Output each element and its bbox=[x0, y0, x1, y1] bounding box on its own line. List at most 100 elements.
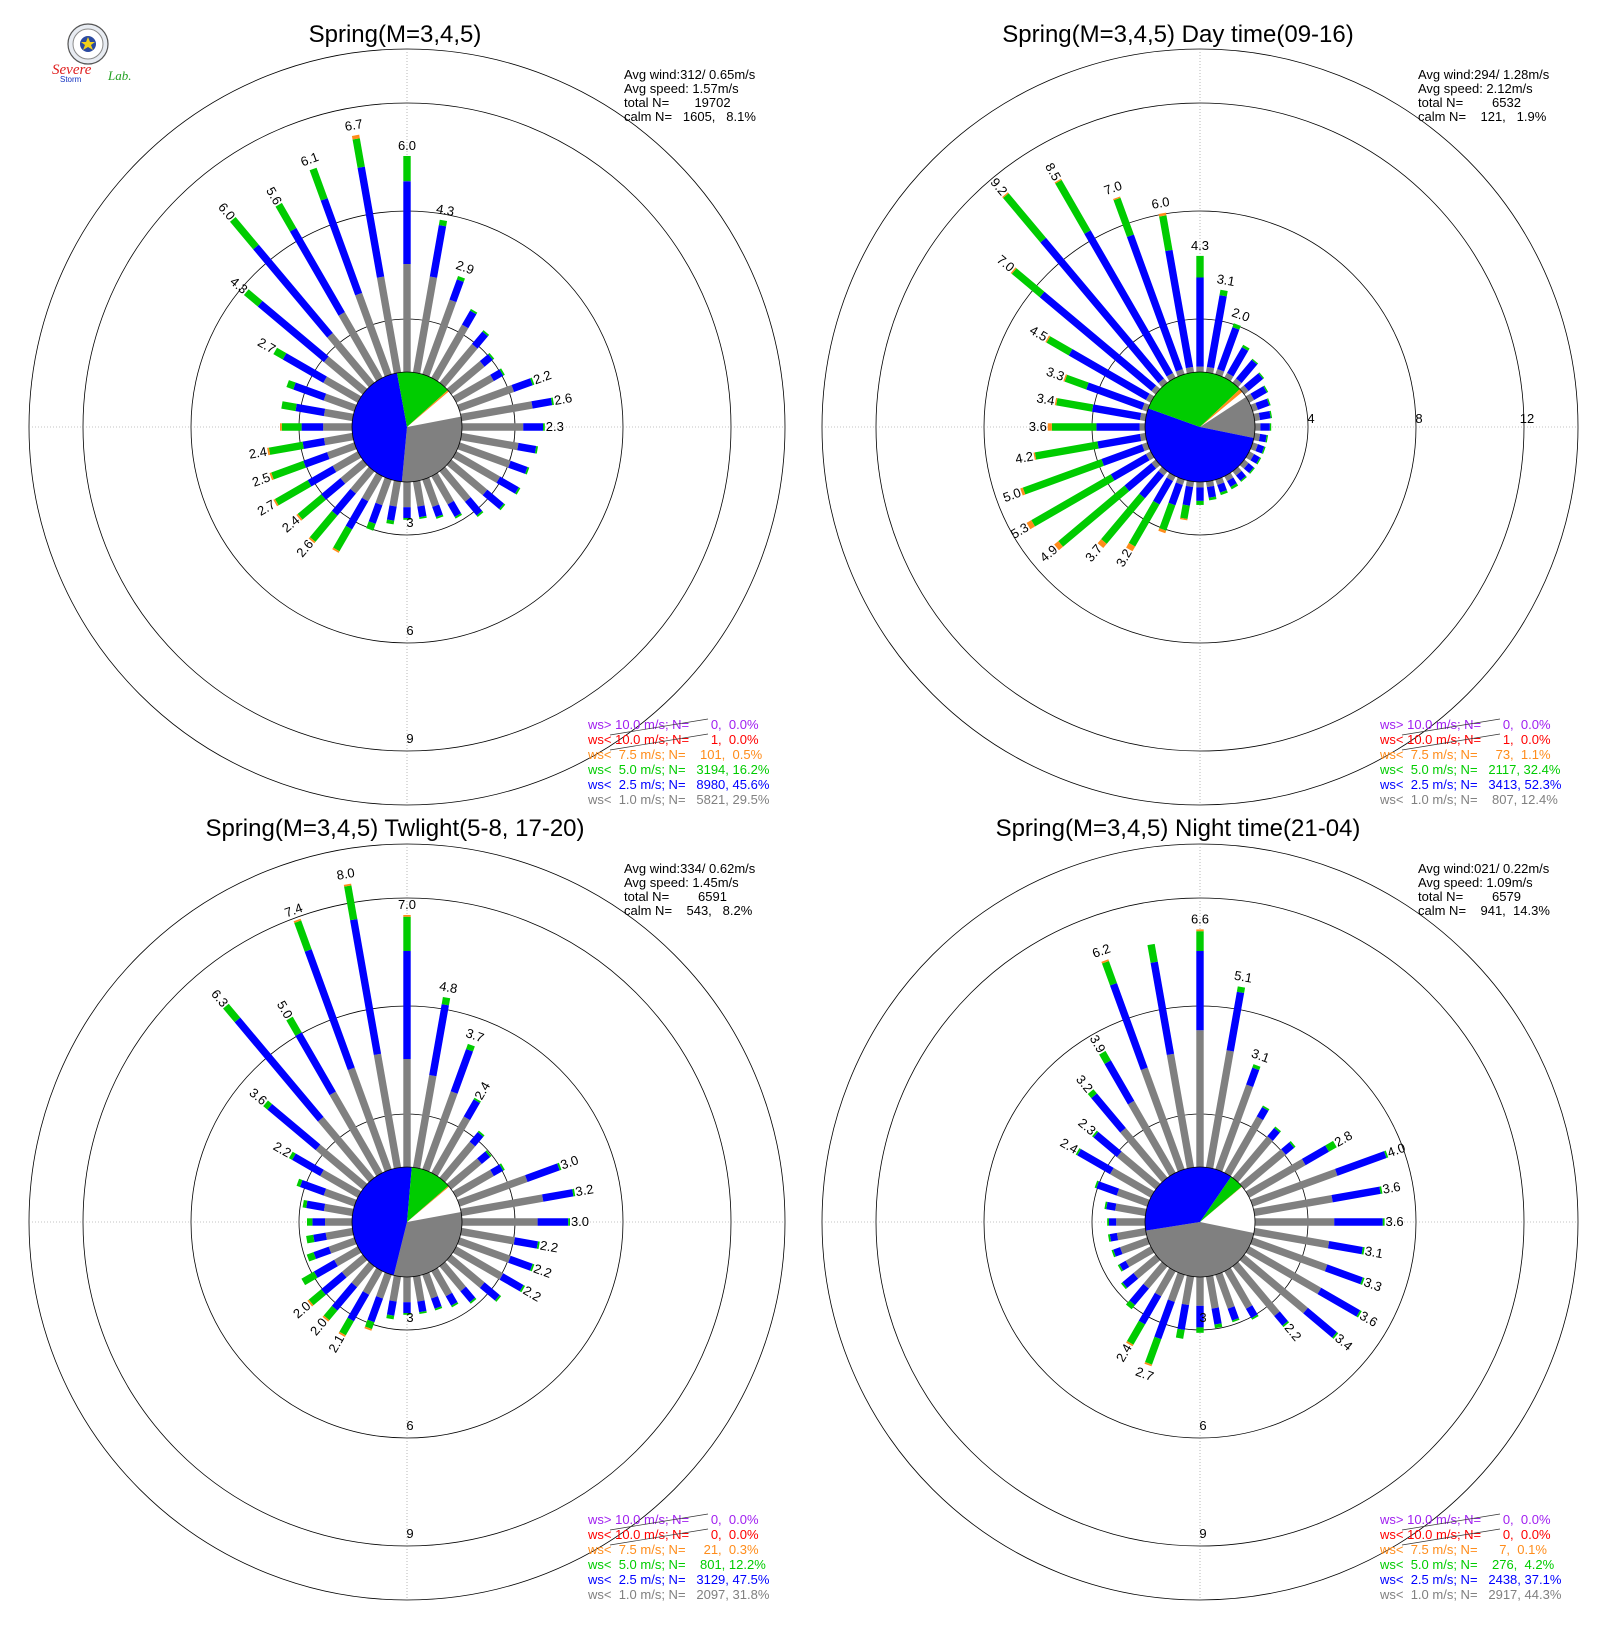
wind-bar-segment bbox=[1224, 1267, 1253, 1309]
wind-bar-segment bbox=[368, 502, 383, 524]
wind-bar-segment bbox=[403, 1302, 411, 1313]
wind-bar-segment bbox=[295, 1032, 336, 1096]
wind-bar-segment bbox=[1046, 336, 1073, 356]
calm-pie-slice bbox=[407, 1167, 449, 1222]
wind-bar-segment bbox=[1250, 386, 1268, 400]
wind-bar-segment bbox=[323, 408, 354, 422]
wind-bar-segment bbox=[430, 1296, 442, 1309]
wind-bar-segment bbox=[536, 1241, 540, 1249]
wind-bar-segment bbox=[1092, 1130, 1099, 1138]
wind-bar-segment bbox=[447, 500, 462, 518]
ring-scale-label: 6 bbox=[406, 623, 413, 638]
wind-bar-segment bbox=[1051, 423, 1097, 431]
wind-bar-segment bbox=[1232, 1261, 1280, 1317]
wind-bar-segment bbox=[1097, 539, 1107, 549]
wind-bar-segment bbox=[345, 497, 369, 530]
wind-bar-segment bbox=[1101, 493, 1145, 544]
wind-bar-segment bbox=[1196, 500, 1204, 505]
wind-bar-segment bbox=[1094, 1180, 1099, 1189]
wind-bar-segment bbox=[515, 487, 521, 495]
wind-bar-segment bbox=[452, 1246, 504, 1280]
wind-bar-segment bbox=[542, 1189, 574, 1202]
ring-scale-label: 4 bbox=[1307, 411, 1314, 426]
wind-bar-segment bbox=[1219, 289, 1228, 297]
ring-scale-label: 3 bbox=[406, 1310, 413, 1325]
wind-bar-segment bbox=[357, 166, 385, 278]
calm-pie-slice bbox=[407, 390, 449, 427]
wind-bar-segment bbox=[403, 1277, 411, 1303]
wind-bar-segment bbox=[446, 1254, 485, 1288]
wind-bar-segment bbox=[1334, 1218, 1383, 1226]
wind-bar-segment bbox=[537, 1218, 569, 1226]
wind-bar-segment bbox=[499, 503, 506, 511]
calm-pie-slice bbox=[351, 1166, 412, 1276]
wind-bar-segment bbox=[1251, 1314, 1259, 1320]
wind-bar-segment bbox=[1020, 487, 1026, 496]
wind-bar-segment bbox=[1101, 961, 1117, 986]
calm-pie-slice bbox=[1144, 408, 1254, 483]
legend-strike-mark bbox=[609, 1528, 709, 1546]
wind-bar-segment bbox=[1126, 1341, 1134, 1347]
wind-bar-segment bbox=[451, 1302, 459, 1308]
calm-pie-slice bbox=[1200, 1186, 1243, 1222]
wind-bar-segment bbox=[568, 1218, 570, 1226]
wind-bar-segment bbox=[1205, 366, 1215, 374]
wind-bar-segment bbox=[352, 138, 365, 168]
panel-title: Spring(M=3,4,5) Day time(09-16) bbox=[1002, 21, 1353, 48]
calm-pie-slice bbox=[1200, 396, 1255, 438]
wind-bar-segment bbox=[403, 518, 411, 520]
wind-bar-segment bbox=[1159, 215, 1173, 252]
wind-bar-segment bbox=[1104, 1060, 1135, 1105]
wind-bar-segment bbox=[257, 300, 329, 363]
wind-bar-segment bbox=[462, 423, 524, 431]
wind-bar-segment bbox=[267, 1103, 321, 1151]
wind-bar-segment bbox=[1324, 1264, 1363, 1285]
wind-bar-segment bbox=[439, 466, 471, 502]
bar-value-label: 4.8 bbox=[438, 978, 458, 996]
wind-bar-segment bbox=[1040, 237, 1165, 384]
wind-bar-segment bbox=[531, 397, 553, 409]
wind-bar-segment bbox=[1245, 393, 1255, 403]
wind-bar-segment bbox=[439, 1141, 476, 1183]
legend-entry: ws< 2.5 m/s; N= 8980, 45.6% bbox=[587, 777, 770, 792]
wind-bar-segment bbox=[1124, 462, 1157, 492]
wind-bar-segment bbox=[1266, 398, 1271, 406]
bar-value-label: 4.3 bbox=[435, 201, 455, 219]
wind-bar-segment bbox=[1121, 1282, 1128, 1290]
wind-bar-segment bbox=[320, 198, 363, 296]
wind-bar-segment bbox=[1208, 496, 1217, 501]
wind-bar-segment bbox=[1245, 1305, 1258, 1319]
wind-bar-segment bbox=[1230, 483, 1239, 490]
wind-bar-segment bbox=[1185, 480, 1195, 488]
wind-bar-segment bbox=[1196, 277, 1204, 367]
wind-bar-segment bbox=[1263, 385, 1269, 393]
legend-strike-mark bbox=[609, 718, 709, 736]
wind-bar-segment bbox=[572, 1188, 576, 1197]
wind-bar-segment bbox=[429, 1004, 449, 1077]
wind-bar-segment bbox=[460, 1286, 476, 1303]
wind-bar-segment bbox=[1260, 423, 1270, 431]
wind-bar-segment bbox=[1113, 196, 1121, 201]
calm-pie-slice bbox=[393, 1212, 462, 1278]
wind-bar-segment bbox=[495, 1295, 502, 1302]
wind-bar-segment bbox=[1185, 366, 1195, 374]
wind-bar-segment bbox=[431, 1116, 471, 1177]
wind-bar-segment bbox=[312, 1218, 325, 1226]
wind-bar-segment bbox=[1168, 482, 1183, 506]
legend-entry: ws< 7.5 m/s; N= 7, 0.1% bbox=[1379, 1542, 1547, 1557]
wind-bar-segment bbox=[334, 1246, 362, 1267]
wind-bar-segment bbox=[1227, 1306, 1239, 1321]
wind-bar-segment bbox=[288, 1151, 296, 1160]
wind-bar-segment bbox=[309, 167, 328, 201]
wind-bar-segment bbox=[1139, 432, 1147, 442]
wind-bar-segment bbox=[273, 499, 279, 507]
wind-bar-segment bbox=[234, 1017, 324, 1122]
stat-line: Avg speed: 2.12m/s bbox=[1418, 81, 1533, 96]
wind-bar-segment bbox=[1127, 1320, 1146, 1345]
legend-entry: ws< 2.5 m/s; N= 3129, 47.5% bbox=[587, 1572, 770, 1587]
wind-bar-segment bbox=[1125, 1246, 1155, 1268]
stat-line: calm N= 121, 1.9% bbox=[1418, 109, 1547, 124]
wind-bar-segment bbox=[403, 916, 411, 951]
wind-bar-segment bbox=[347, 1067, 392, 1172]
